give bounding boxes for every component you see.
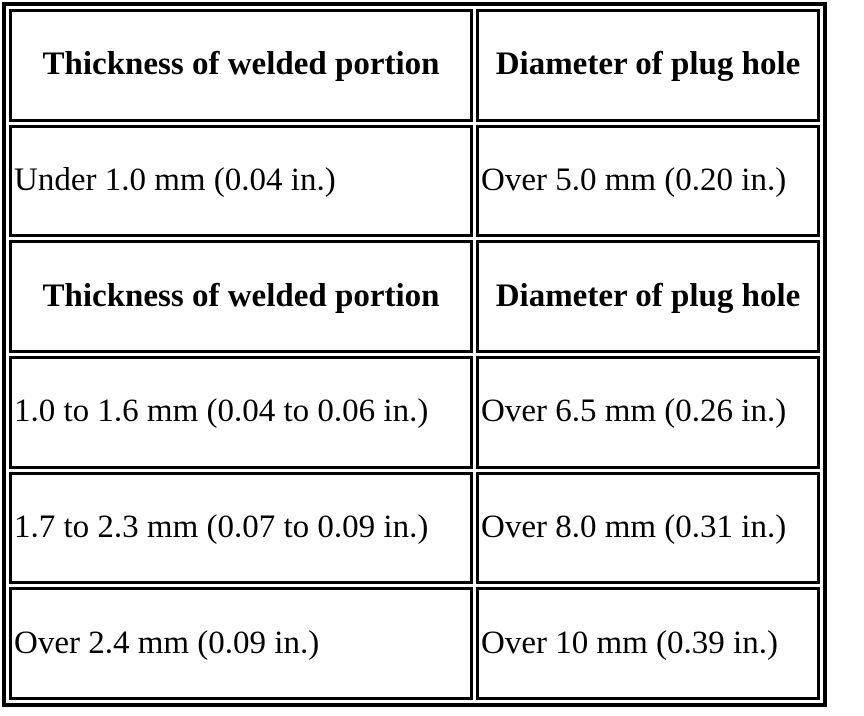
table-row-over-2p4mm: Over 2.4 mm (0.09 in.) Over 10 mm (0.39 … xyxy=(9,587,820,700)
diameter-header-cell-2: Diameter of plug hole xyxy=(476,240,820,353)
spec-table-body: Thickness of welded portion Diameter of … xyxy=(9,9,820,700)
thickness-cell: 1.7 to 2.3 mm (0.07 to 0.09 in.) xyxy=(9,471,473,585)
table-header-row-2: Thickness of welded portion Diameter of … xyxy=(9,240,820,353)
diameter-header-cell-1: Diameter of plug hole xyxy=(476,9,820,122)
thickness-cell: 1.0 to 1.6 mm (0.04 to 0.06 in.) xyxy=(9,355,473,469)
table-header-row-1: Thickness of welded portion Diameter of … xyxy=(9,9,820,122)
diameter-cell: Over 8.0 mm (0.31 in.) xyxy=(476,471,820,585)
thickness-cell: Under 1.0 mm (0.04 in.) xyxy=(9,124,473,238)
diameter-cell: Over 6.5 mm (0.26 in.) xyxy=(476,355,820,469)
diameter-cell: Over 5.0 mm (0.20 in.) xyxy=(476,124,820,238)
thickness-header-cell-2: Thickness of welded portion xyxy=(9,240,473,353)
table-row-under-1mm: Under 1.0 mm (0.04 in.) Over 5.0 mm (0.2… xyxy=(9,124,820,238)
table-row-1p7-to-2p3mm: 1.7 to 2.3 mm (0.07 to 0.09 in.) Over 8.… xyxy=(9,471,820,585)
thickness-header-cell-1: Thickness of welded portion xyxy=(9,9,473,122)
plug-hole-spec-table: Thickness of welded portion Diameter of … xyxy=(2,2,827,707)
diameter-cell: Over 10 mm (0.39 in.) xyxy=(476,587,820,700)
table-row-1-to-1p6mm: 1.0 to 1.6 mm (0.04 to 0.06 in.) Over 6.… xyxy=(9,355,820,469)
thickness-cell: Over 2.4 mm (0.09 in.) xyxy=(9,587,473,700)
